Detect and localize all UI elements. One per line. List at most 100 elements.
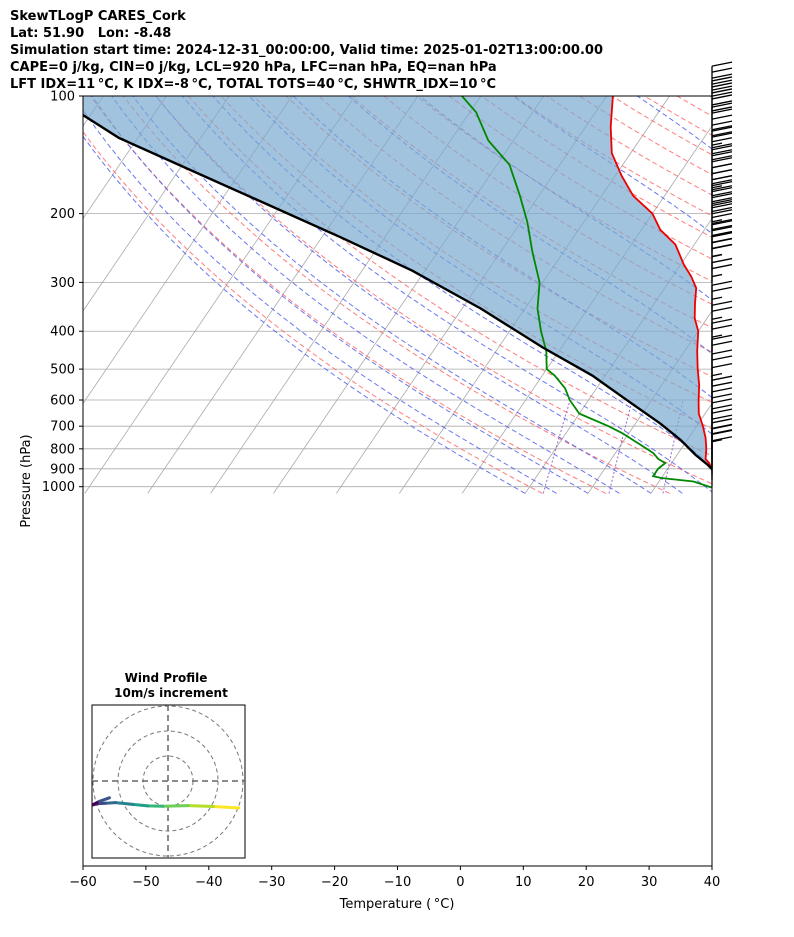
y-tick-label: 900	[50, 462, 75, 477]
x-tick-label: −60	[69, 875, 96, 890]
profile-lines	[83, 96, 712, 489]
isotherm-line	[587, 310, 712, 494]
moist-adiabat	[132, 96, 652, 494]
barb-flag	[711, 114, 733, 120]
x-axis: −60 −50 −40 −30 −20 −10 0 10 20 30 40	[69, 866, 720, 890]
barb-flag	[711, 257, 733, 264]
barb-half-flag	[711, 372, 723, 377]
barb-flag	[711, 212, 733, 219]
x-tick-label: −40	[195, 875, 222, 890]
barb-flag	[711, 132, 733, 138]
barb-flag	[711, 155, 733, 161]
isotherm-line	[777, 96, 794, 493]
chart-title: SkewTLogP CARES_Cork	[10, 9, 186, 24]
mixing-ratio-line	[542, 399, 571, 494]
barb-flag	[711, 85, 733, 91]
barb-flag	[711, 404, 733, 410]
barb-flag	[711, 436, 733, 442]
dry-adiabat	[83, 130, 543, 494]
barb-flag	[711, 280, 733, 286]
barb-flag	[711, 200, 733, 207]
x-tick-label: −20	[321, 875, 348, 890]
y-tick-label: 700	[50, 420, 75, 435]
barb-half-flag	[711, 316, 723, 320]
barb-flag	[711, 414, 733, 420]
wind-barbs	[711, 61, 733, 487]
wind-barb	[711, 418, 733, 469]
barb-flag	[711, 230, 733, 237]
barb-flag	[711, 120, 733, 126]
dry-adiabat	[742, 96, 794, 493]
barb-flag	[711, 100, 733, 106]
y-tick-label: 300	[50, 276, 75, 291]
dry-adiabat	[709, 96, 712, 98]
barb-flag	[711, 88, 733, 94]
moist-adiabat	[779, 96, 794, 493]
wind-barb	[711, 102, 733, 154]
y-tick-label: 100	[50, 90, 75, 105]
barb-flag	[711, 324, 733, 330]
barb-flag	[711, 375, 733, 381]
wind-barb	[711, 61, 733, 113]
y-tick-label: 500	[50, 363, 75, 378]
barb-flag	[711, 209, 733, 215]
barb-flag	[711, 108, 733, 114]
barb-flag	[711, 106, 733, 112]
barb-flag	[711, 131, 733, 137]
x-tick-label: −50	[132, 875, 159, 890]
barb-flag	[711, 67, 733, 73]
barb-flag	[711, 306, 733, 312]
hodograph-segment	[113, 801, 135, 806]
barb-flag	[711, 102, 733, 108]
isotherm-line	[0, 96, 41, 493]
dry-adiabat	[122, 96, 670, 494]
moist-adiabat	[181, 96, 712, 493]
barb-flag	[711, 163, 733, 169]
x-tick-label: −10	[384, 875, 411, 890]
barb-flag	[711, 232, 733, 238]
y-tick-label: 1000	[42, 480, 75, 495]
barb-flag	[711, 126, 733, 132]
barb-flag	[711, 398, 733, 404]
index-line: LFT IDX=11 °C, K IDX=-8 °C, TOTAL TOTS=4…	[10, 77, 497, 92]
y-axis-label: Pressure (hPa)	[19, 434, 34, 527]
barb-half-flag	[711, 142, 723, 146]
wind-barb	[711, 436, 733, 487]
barb-half-flag	[711, 334, 723, 338]
dry-adiabat	[775, 96, 794, 493]
x-tick-label: 20	[578, 875, 595, 890]
mixing-ratio-line	[721, 400, 738, 493]
moist-adiabat	[91, 96, 589, 494]
barb-half-flag	[711, 219, 723, 223]
barb-flag	[711, 263, 733, 270]
wind-barb	[711, 200, 733, 252]
barb-flag	[711, 125, 733, 131]
hodograph-segment	[161, 804, 190, 808]
chart-header: SkewTLogP CARES_Cork Lat: 51.90 Lon: -8.…	[10, 8, 603, 93]
hodograph-segment	[131, 802, 150, 808]
dry-adiabat	[155, 96, 712, 485]
barb-flag	[711, 418, 733, 424]
x-tick-label: −30	[258, 875, 285, 890]
barb-flag	[711, 157, 733, 163]
hodograph-segment	[103, 801, 117, 805]
x-tick-label: 30	[641, 875, 658, 890]
barb-flag	[711, 206, 733, 213]
barb-flag	[711, 192, 733, 199]
barb-flag	[711, 340, 733, 346]
barb-flag	[711, 362, 733, 369]
mixing-ratio-line	[662, 399, 684, 494]
hodograph-segment	[97, 796, 111, 803]
barb-flag	[711, 76, 733, 82]
barb-flag	[711, 198, 733, 205]
barb-flag	[711, 145, 733, 151]
barb-flag	[711, 79, 733, 85]
moist-adiabat	[155, 96, 683, 494]
inset-title: Wind Profile	[125, 671, 208, 685]
barb-flag	[711, 180, 733, 187]
moist-adiabat	[83, 109, 557, 494]
y-tick-label: 600	[50, 394, 75, 409]
barb-flag	[711, 61, 733, 67]
time-line: Simulation start time: 2024-12-31_00:00:…	[10, 43, 603, 58]
hodograph-segment	[211, 805, 241, 810]
